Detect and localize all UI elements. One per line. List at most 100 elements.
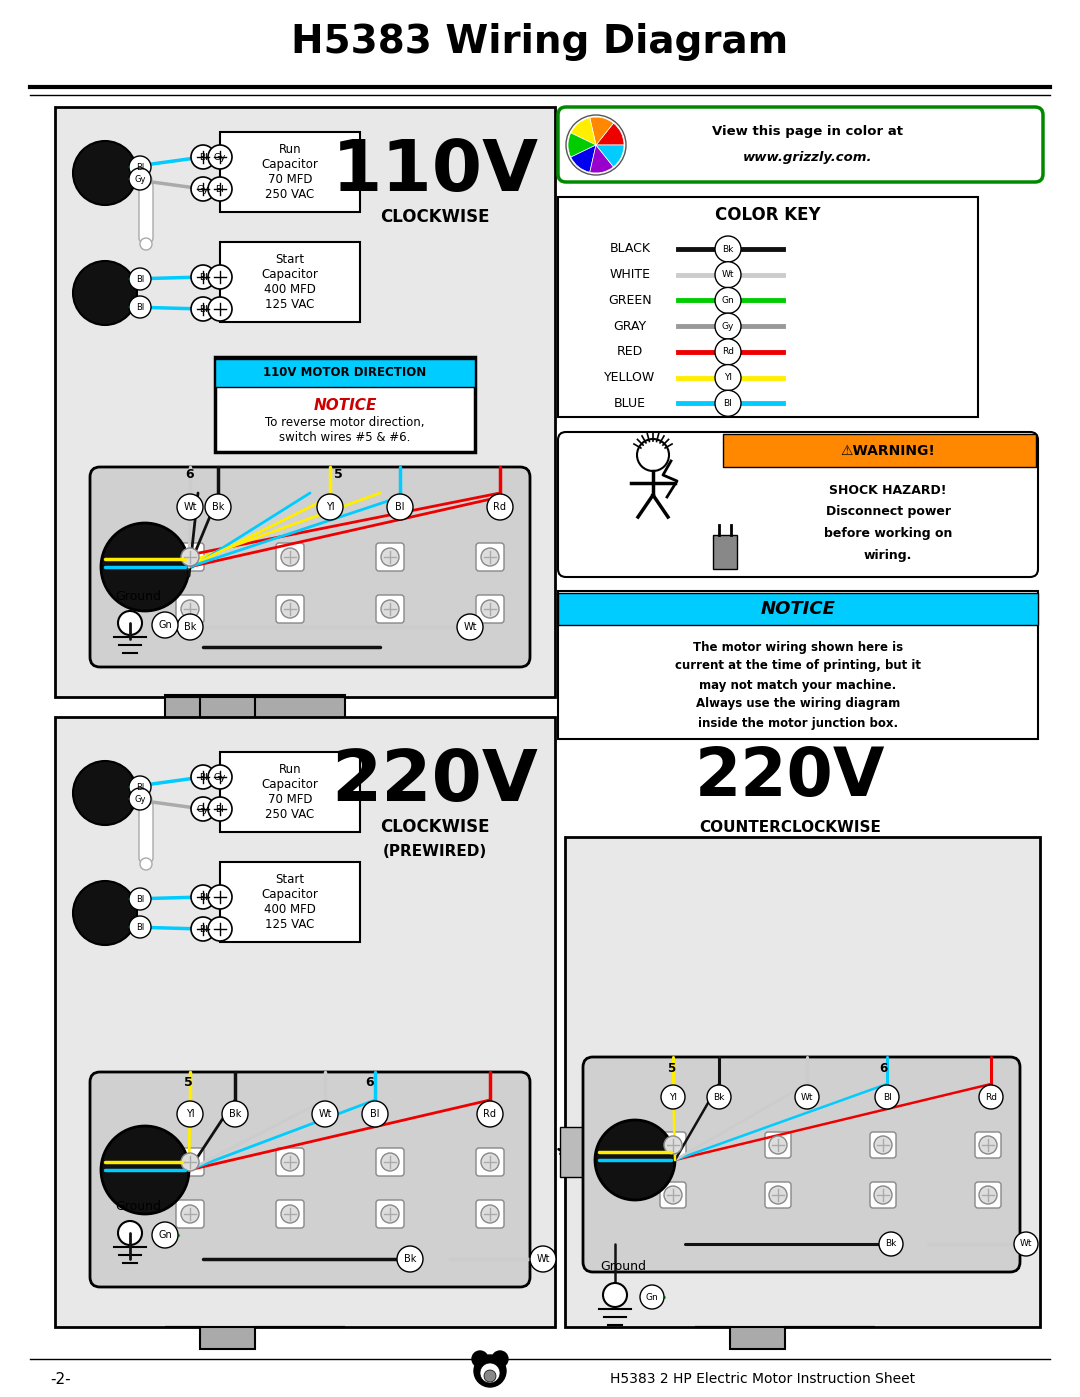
Text: Rd: Rd (484, 1109, 497, 1119)
Text: YELLOW: YELLOW (605, 372, 656, 384)
Circle shape (381, 1153, 399, 1171)
Text: Gn: Gn (646, 1292, 659, 1302)
Text: may not match your machine.: may not match your machine. (700, 679, 896, 692)
FancyBboxPatch shape (276, 543, 303, 571)
Circle shape (769, 1136, 787, 1154)
Bar (723, 434, 1036, 467)
Text: Bl: Bl (136, 303, 144, 312)
Bar (220, 242, 360, 321)
Circle shape (140, 858, 152, 870)
Circle shape (715, 390, 741, 416)
Text: Bl: Bl (724, 398, 732, 408)
Text: Bl: Bl (199, 925, 207, 933)
Circle shape (715, 261, 741, 288)
Circle shape (129, 788, 151, 810)
Circle shape (191, 766, 215, 789)
Text: NOTICE: NOTICE (313, 398, 377, 412)
FancyBboxPatch shape (376, 595, 404, 623)
FancyBboxPatch shape (975, 1182, 1001, 1208)
Circle shape (795, 1085, 819, 1109)
Text: Bl: Bl (199, 773, 207, 781)
Text: Gy: Gy (197, 805, 210, 813)
Text: 6: 6 (879, 1063, 887, 1076)
Text: Gy: Gy (721, 321, 734, 331)
Text: Start
Capacitor
400 MFD
125 VAC: Start Capacitor 400 MFD 125 VAC (261, 253, 319, 312)
FancyBboxPatch shape (765, 1182, 791, 1208)
Wedge shape (590, 117, 613, 145)
Circle shape (664, 1136, 681, 1154)
FancyBboxPatch shape (660, 1132, 686, 1158)
FancyBboxPatch shape (139, 802, 153, 862)
FancyBboxPatch shape (476, 543, 504, 571)
Polygon shape (165, 1327, 345, 1350)
Text: 5: 5 (184, 1076, 192, 1088)
Text: Rd: Rd (494, 502, 507, 511)
FancyBboxPatch shape (476, 1200, 504, 1228)
Circle shape (879, 1232, 903, 1256)
Bar (55, 108, 555, 697)
Text: (PREWIRED): (PREWIRED) (383, 845, 487, 859)
Text: GREEN: GREEN (608, 293, 652, 307)
Circle shape (102, 522, 189, 610)
Text: Run
Capacitor
70 MFD
250 VAC: Run Capacitor 70 MFD 250 VAC (261, 763, 319, 821)
Text: To reverse motor direction,
switch wires #5 & #6.: To reverse motor direction, switch wires… (266, 416, 424, 444)
Circle shape (73, 141, 137, 205)
Circle shape (566, 115, 626, 175)
Text: inside the motor junction box.: inside the motor junction box. (698, 717, 899, 729)
Text: Bl: Bl (370, 1109, 380, 1119)
Circle shape (978, 1085, 1003, 1109)
Text: www.grizzly.com.: www.grizzly.com. (743, 151, 873, 165)
Circle shape (191, 298, 215, 321)
Circle shape (1014, 1232, 1038, 1256)
Text: wiring.: wiring. (864, 549, 913, 563)
Circle shape (481, 548, 499, 566)
Circle shape (715, 339, 741, 365)
Circle shape (181, 1206, 199, 1222)
Text: Bl: Bl (199, 272, 207, 282)
Text: COLOR KEY: COLOR KEY (715, 205, 821, 224)
FancyBboxPatch shape (870, 1182, 896, 1208)
Bar (220, 752, 360, 833)
Text: Gy: Gy (214, 773, 226, 781)
Bar (220, 131, 360, 212)
FancyBboxPatch shape (476, 1148, 504, 1176)
Text: Gy: Gy (214, 152, 226, 162)
Text: BLACK: BLACK (609, 243, 650, 256)
Text: ⚠WARNING!: ⚠WARNING! (840, 444, 935, 458)
Circle shape (191, 177, 215, 201)
Bar (165, 694, 345, 739)
Circle shape (208, 916, 232, 942)
Circle shape (152, 1222, 178, 1248)
Circle shape (637, 439, 669, 471)
Text: Bl: Bl (136, 162, 144, 172)
Circle shape (208, 886, 232, 909)
Bar (558, 592, 1038, 624)
FancyBboxPatch shape (660, 1182, 686, 1208)
Text: Yl: Yl (724, 373, 732, 381)
Wedge shape (590, 145, 613, 173)
Circle shape (129, 168, 151, 190)
Circle shape (73, 761, 137, 826)
Text: Ground: Ground (600, 1260, 646, 1274)
Text: Ground: Ground (114, 1200, 161, 1214)
Circle shape (875, 1085, 899, 1109)
Circle shape (181, 599, 199, 617)
Circle shape (208, 265, 232, 289)
Text: Bk: Bk (404, 1255, 416, 1264)
Text: 6: 6 (186, 468, 194, 482)
Circle shape (191, 916, 215, 942)
Text: View this page in color at: View this page in color at (713, 126, 904, 138)
Circle shape (481, 1206, 499, 1222)
Text: Bl: Bl (882, 1092, 891, 1101)
Text: Bl: Bl (216, 184, 225, 194)
Text: Wt: Wt (1020, 1239, 1032, 1249)
Text: SHOCK HAZARD!: SHOCK HAZARD! (829, 483, 947, 496)
Circle shape (208, 766, 232, 789)
Bar (220, 862, 360, 942)
Circle shape (191, 265, 215, 289)
Circle shape (205, 495, 231, 520)
Circle shape (102, 1126, 189, 1214)
Text: 5: 5 (666, 1063, 675, 1076)
FancyBboxPatch shape (376, 1148, 404, 1176)
Text: Start
Capacitor
400 MFD
125 VAC: Start Capacitor 400 MFD 125 VAC (261, 873, 319, 930)
